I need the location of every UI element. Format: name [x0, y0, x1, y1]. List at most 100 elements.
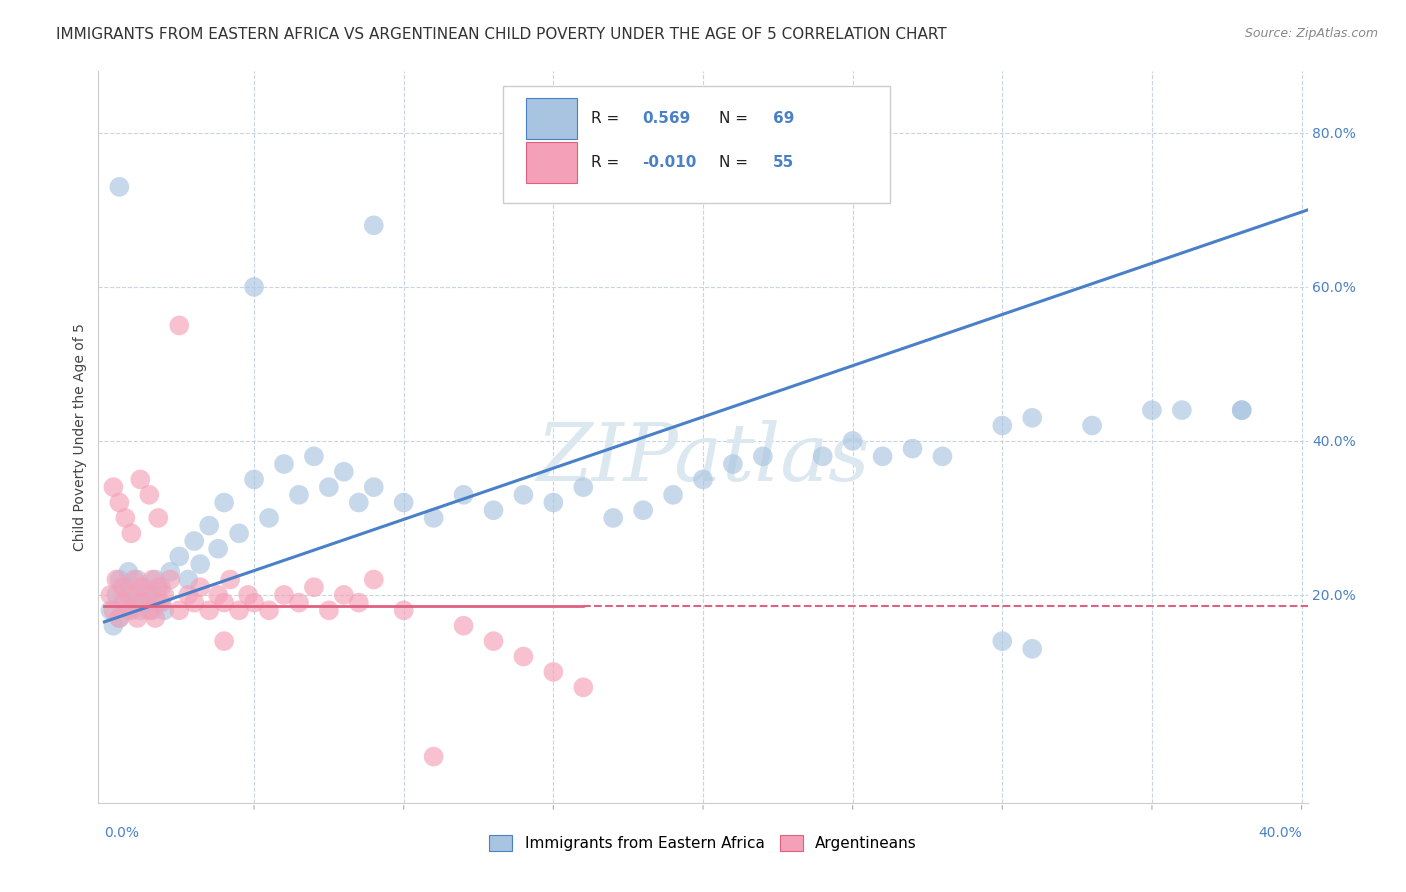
Point	[1230, 403, 1253, 417]
Point	[1140, 403, 1163, 417]
Point	[572, 480, 595, 494]
Point	[183, 596, 205, 610]
Text: ZIPatlas: ZIPatlas	[536, 420, 870, 498]
Point	[333, 465, 356, 479]
Point	[129, 580, 152, 594]
Point	[159, 565, 181, 579]
Point	[135, 596, 157, 610]
Point	[198, 518, 221, 533]
Text: 69: 69	[773, 111, 794, 126]
Point	[991, 634, 1014, 648]
Point	[153, 588, 176, 602]
Point	[159, 573, 181, 587]
Point	[243, 472, 266, 486]
Point	[482, 634, 505, 648]
Point	[188, 580, 211, 594]
Point	[212, 634, 235, 648]
Point	[124, 596, 146, 610]
Point	[991, 418, 1014, 433]
Text: 40.0%: 40.0%	[1258, 826, 1302, 840]
Point	[114, 580, 136, 594]
Point	[422, 749, 444, 764]
Point	[177, 588, 200, 602]
FancyBboxPatch shape	[526, 142, 578, 183]
Point	[363, 480, 385, 494]
Point	[143, 573, 166, 587]
Point	[138, 488, 160, 502]
Point	[100, 603, 122, 617]
Point	[422, 511, 444, 525]
Point	[103, 603, 125, 617]
Point	[138, 588, 160, 602]
Point	[207, 541, 229, 556]
Point	[273, 588, 295, 602]
Point	[347, 495, 370, 509]
Point	[273, 457, 295, 471]
Point	[1230, 403, 1253, 417]
Point	[114, 596, 136, 610]
Point	[108, 611, 131, 625]
Point	[692, 472, 714, 486]
Point	[198, 603, 221, 617]
Point	[108, 611, 131, 625]
Point	[453, 488, 475, 502]
Point	[111, 580, 134, 594]
Text: R =: R =	[591, 154, 624, 169]
Text: 55: 55	[773, 154, 794, 169]
Point	[228, 603, 250, 617]
Point	[931, 450, 953, 464]
Point	[103, 618, 125, 632]
Point	[207, 588, 229, 602]
Point	[512, 649, 534, 664]
Point	[129, 603, 152, 617]
Point	[841, 434, 863, 448]
Point	[602, 511, 624, 525]
Point	[302, 450, 325, 464]
Text: 0.569: 0.569	[643, 111, 690, 126]
Point	[363, 573, 385, 587]
Point	[108, 495, 131, 509]
Point	[257, 511, 280, 525]
Point	[236, 588, 259, 602]
Point	[453, 618, 475, 632]
Point	[1021, 641, 1043, 656]
Point	[167, 549, 190, 564]
Point	[167, 603, 190, 617]
Point	[543, 665, 565, 679]
Point	[141, 573, 163, 587]
Point	[811, 450, 834, 464]
Point	[333, 588, 356, 602]
Point	[108, 573, 131, 587]
Point	[129, 472, 152, 486]
Point	[153, 603, 176, 617]
Point	[392, 603, 415, 617]
Point	[105, 588, 128, 602]
Point	[141, 603, 163, 617]
Point	[631, 503, 654, 517]
Point	[114, 511, 136, 525]
Point	[120, 526, 142, 541]
Point	[257, 603, 280, 617]
Text: N =: N =	[718, 154, 752, 169]
Point	[148, 511, 170, 525]
Point	[872, 450, 894, 464]
Point	[212, 596, 235, 610]
Point	[183, 534, 205, 549]
Point	[124, 573, 146, 587]
Point	[120, 603, 142, 617]
Point	[1021, 410, 1043, 425]
Point	[132, 580, 155, 594]
Text: 0.0%: 0.0%	[104, 826, 139, 840]
Point	[150, 580, 173, 594]
Point	[543, 495, 565, 509]
Point	[228, 526, 250, 541]
FancyBboxPatch shape	[503, 86, 890, 203]
Point	[572, 681, 595, 695]
Point	[901, 442, 924, 456]
Point	[117, 588, 139, 602]
Point	[512, 488, 534, 502]
Point	[752, 450, 775, 464]
Point	[127, 611, 149, 625]
Point	[363, 219, 385, 233]
Point	[318, 603, 340, 617]
